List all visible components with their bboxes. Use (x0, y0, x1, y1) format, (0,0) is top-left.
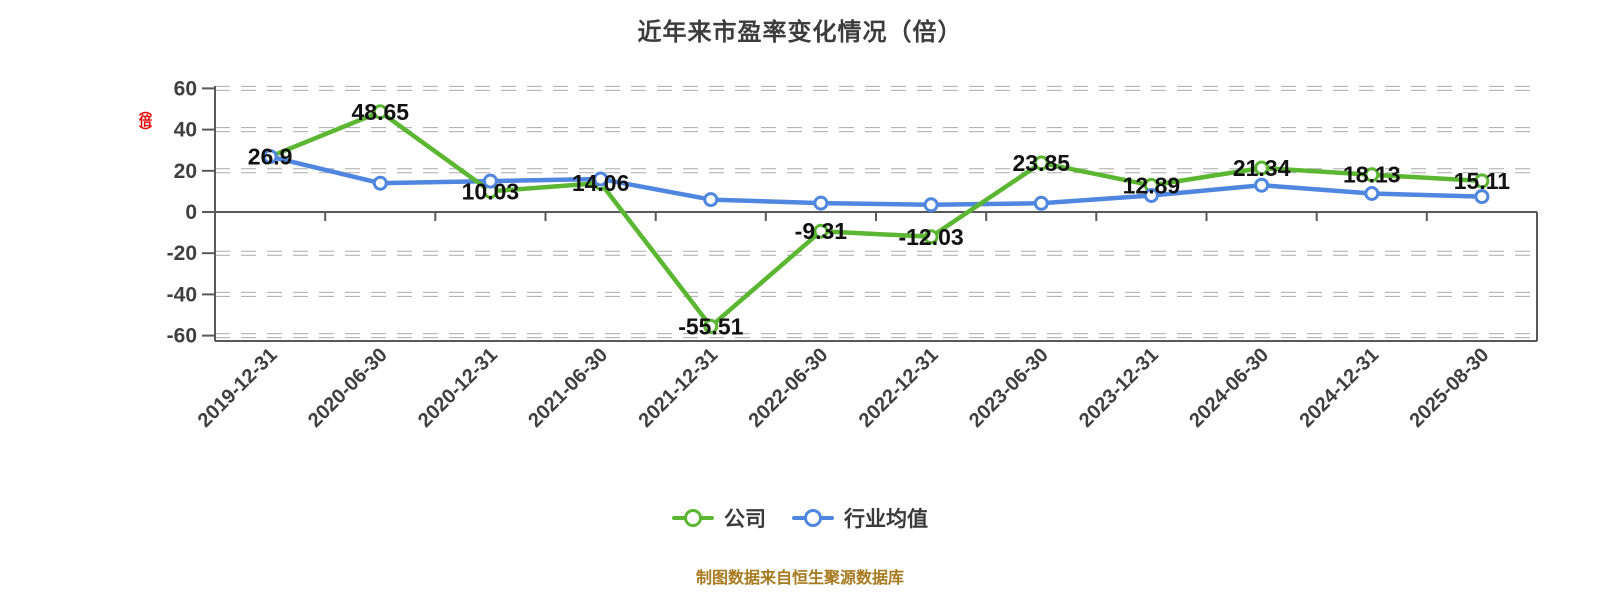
data-point-company[interactable] (372, 104, 388, 120)
x-tick-label: 2024-12-31 (1295, 344, 1383, 432)
data-point-industry[interactable] (1254, 177, 1270, 193)
x-tick-label: 2024-06-30 (1185, 344, 1273, 432)
data-label: 12.89 (1123, 172, 1181, 198)
data-point-company[interactable] (1254, 160, 1270, 176)
y-axis-unit-label: （倍） (137, 103, 152, 136)
data-point-industry[interactable] (923, 197, 939, 213)
data-label: 48.65 (352, 99, 410, 125)
y-tick-label: -60 (167, 325, 197, 348)
legend-item-company[interactable]: 公司 (672, 503, 766, 533)
data-point-company[interactable] (703, 318, 719, 334)
data-point-company[interactable] (923, 229, 939, 245)
data-label: 18.13 (1343, 162, 1401, 188)
data-label: 10.03 (462, 178, 520, 204)
legend-item-industry-average[interactable]: 行业均值 (792, 503, 928, 533)
legend-label-company: 公司 (724, 508, 766, 531)
data-point-industry[interactable] (1033, 195, 1049, 211)
data-point-company[interactable] (1033, 155, 1049, 171)
data-point-industry[interactable] (813, 195, 829, 211)
data-label: 23.85 (1013, 150, 1071, 176)
chart-legend: 公司 行业均值 (0, 503, 1600, 533)
x-tick-label: 2019-12-31 (194, 344, 282, 432)
data-point-company[interactable] (1364, 167, 1380, 183)
data-label: -55.51 (678, 313, 743, 339)
series-line-industry (267, 154, 1485, 208)
data-point-industry[interactable] (262, 149, 278, 165)
x-tick-label: 2023-12-31 (1075, 344, 1163, 432)
x-tick-label: 2022-06-30 (745, 344, 833, 432)
data-point-industry[interactable] (593, 171, 609, 187)
legend-label-industry-average: 行业均值 (844, 508, 928, 531)
data-label: 21.34 (1233, 155, 1291, 181)
data-point-industry[interactable] (703, 192, 719, 208)
x-tick-label: 2025-08-30 (1406, 344, 1494, 432)
industry-series-marker-icon (792, 509, 834, 527)
x-tick-label: 2023-06-30 (965, 344, 1053, 432)
data-source-note: 制图数据来自恒生聚源数据库 (695, 570, 904, 587)
data-point-industry[interactable] (1474, 189, 1490, 205)
data-point-industry[interactable] (1364, 186, 1380, 201)
y-tick-label: -20 (167, 242, 197, 265)
data-label: -9.31 (795, 218, 848, 244)
x-tick-label: 2020-06-30 (304, 344, 392, 432)
y-tick-label: 60 (174, 77, 197, 100)
x-tick-label: 2020-12-31 (414, 344, 502, 432)
x-tick-label: 2021-12-31 (634, 344, 722, 432)
x-tick-label: 2022-12-31 (855, 344, 943, 432)
company-series-marker-icon (672, 509, 714, 527)
data-point-industry[interactable] (482, 173, 498, 189)
y-tick-label: 0 (185, 201, 197, 224)
data-label: 14.06 (572, 170, 630, 196)
x-tick-label: 2021-06-30 (524, 344, 612, 432)
y-tick-label: 40 (174, 119, 197, 142)
data-label: -12.03 (898, 224, 963, 250)
data-label: 15.11 (1454, 168, 1510, 194)
chart-title: 近年来市盈率变化情况（倍） (637, 19, 963, 46)
y-tick-label: 20 (174, 160, 197, 183)
y-tick-label: -40 (167, 283, 197, 306)
series-line-company (267, 109, 1485, 329)
data-point-company[interactable] (813, 223, 829, 239)
data-point-company[interactable] (1474, 173, 1490, 189)
data-point-industry[interactable] (372, 175, 388, 191)
data-point-industry[interactable] (1143, 188, 1159, 203)
data-label: 26.9 (248, 144, 293, 170)
